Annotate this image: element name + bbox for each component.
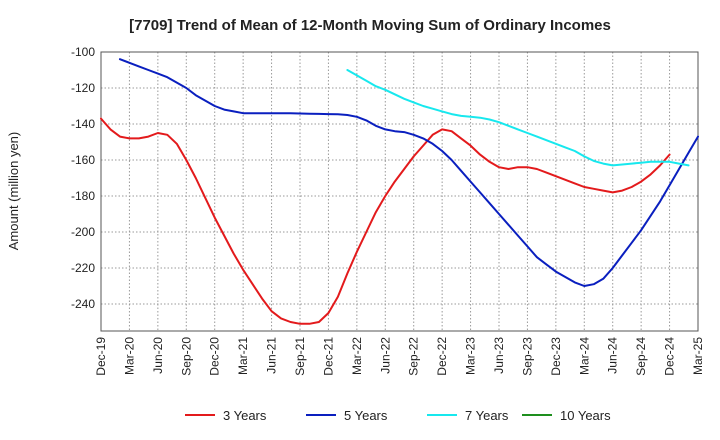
legend: 3 Years 5 Years 7 Years 10 Years xyxy=(185,408,611,423)
x-tick-label: Sep-20 xyxy=(179,337,193,376)
gridlines xyxy=(101,51,698,331)
x-tick-label: Sep-22 xyxy=(407,337,421,376)
x-tick-label: Jun-23 xyxy=(492,337,506,374)
y-tick-label: -240 xyxy=(71,297,95,311)
y-tick-label: -220 xyxy=(71,261,95,275)
chart-title: [7709] Trend of Mean of 12-Month Moving … xyxy=(129,17,611,34)
x-tick-label: Dec-22 xyxy=(435,337,449,376)
legend-label: 3 Years xyxy=(223,408,267,423)
x-tick-label: Dec-24 xyxy=(663,337,677,376)
x-tick-label: Jun-21 xyxy=(265,337,279,374)
legend-label: 10 Years xyxy=(560,408,611,423)
y-tick-label: -120 xyxy=(71,81,95,95)
x-tick-label: Dec-23 xyxy=(549,337,563,376)
y-tick-label: -140 xyxy=(71,117,95,131)
series-lines xyxy=(100,58,699,325)
x-tick-label: Mar-20 xyxy=(122,337,136,375)
x-tick-label: Dec-19 xyxy=(94,337,108,376)
legend-label: 7 Years xyxy=(465,408,509,423)
series-line-5-years xyxy=(118,58,699,287)
x-tick-label: Jun-24 xyxy=(606,337,620,374)
x-axis-ticks: Dec-19 Mar-20 Jun-20 Sep-20 Dec-20 Mar-21 Jun-… xyxy=(94,337,705,376)
x-tick-label: Jun-20 xyxy=(151,337,165,374)
x-tick-label: Mar-22 xyxy=(350,337,364,375)
x-tick-label: Mar-21 xyxy=(236,337,250,375)
y-axis-ticks: -100 -120 -140 -160 -180 -200 -220 -240 xyxy=(71,45,95,311)
plot-area-border xyxy=(100,51,699,332)
y-axis-label: Amount (million yen) xyxy=(6,132,21,251)
x-tick-label: Mar-23 xyxy=(464,337,478,375)
x-tick-label: Sep-23 xyxy=(520,337,534,376)
y-tick-label: -160 xyxy=(71,153,95,167)
x-tick-label: Sep-21 xyxy=(293,337,307,376)
x-tick-label: Mar-25 xyxy=(691,337,705,375)
legend-label: 5 Years xyxy=(344,408,388,423)
y-tick-label: -200 xyxy=(71,225,95,239)
y-tick-label: -180 xyxy=(71,189,95,203)
series-line-7-years xyxy=(346,69,690,167)
x-tick-label: Dec-20 xyxy=(208,337,222,376)
x-tick-label: Mar-24 xyxy=(577,337,591,375)
y-tick-label: -100 xyxy=(71,45,95,59)
x-tick-label: Sep-24 xyxy=(634,337,648,376)
x-tick-label: Dec-21 xyxy=(321,337,335,376)
x-tick-label: Jun-22 xyxy=(378,337,392,374)
series-line-3-years xyxy=(100,117,671,325)
